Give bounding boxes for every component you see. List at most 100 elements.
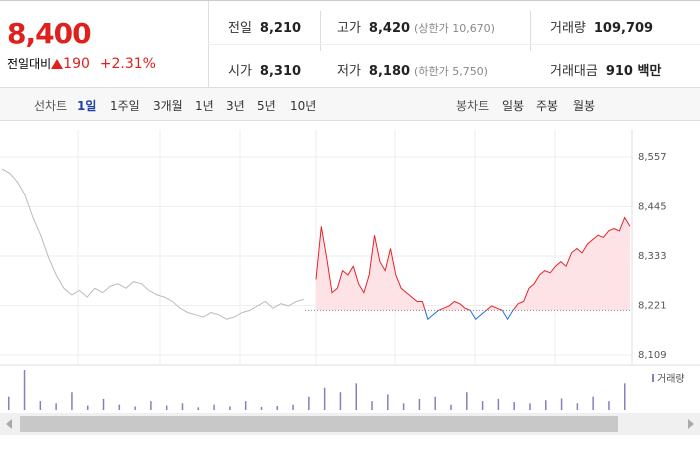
stat-value: 8,420 <box>368 21 411 36</box>
scroll-thumb[interactable] <box>20 416 618 432</box>
stat-note: (하한가 5,750) <box>414 65 488 78</box>
stat-label: 거래량 <box>550 21 586 36</box>
candle-chart-label: 봉차트 <box>456 99 490 113</box>
stat-cell: 고가 8,420 (상한가 10,670) <box>337 17 495 36</box>
stat-cell: 시가 8,310 <box>228 60 301 79</box>
stat-cell: 거래대금 910 백만 <box>550 60 661 79</box>
y-tick-label: 8,333 <box>638 251 667 262</box>
legend-swatch <box>652 374 654 382</box>
volume-bar <box>260 406 263 410</box>
up-arrow <box>51 59 64 69</box>
stat-cell: 저가 8,180 (하한가 5,750) <box>337 60 488 79</box>
volume-bar <box>323 387 326 410</box>
change-value: 190 <box>63 56 90 72</box>
range-button[interactable]: 10년 <box>290 99 317 113</box>
scroll-right <box>688 419 694 429</box>
y-tick-label: 8,445 <box>638 202 667 213</box>
stat-label: 고가 <box>337 21 361 36</box>
volume-bar <box>402 403 405 410</box>
volume-bar <box>513 402 515 410</box>
divider <box>320 11 321 51</box>
volume-bar <box>244 401 247 410</box>
toolbar: 선차트 1일 1주일 3개월 1년 3년 5년 10년 봉차트 일봉 주봉 월봉 <box>0 88 700 121</box>
volume-bar <box>197 407 200 410</box>
volume-bar <box>86 405 89 410</box>
price-line-down <box>424 310 514 321</box>
y-tick-label: 8,557 <box>638 152 667 163</box>
volume-bar <box>71 392 73 410</box>
volume-bar <box>355 383 357 410</box>
volume-bar <box>55 403 57 410</box>
volume-bar <box>545 400 547 410</box>
volume-bar <box>308 396 310 410</box>
range-button[interactable]: 3년 <box>226 99 245 113</box>
volume-bar <box>466 392 468 410</box>
volume-bar <box>434 396 436 410</box>
divider <box>208 44 700 45</box>
volume-bar <box>181 403 184 410</box>
volume-bar <box>118 404 121 410</box>
y-tick-label: 8,109 <box>638 350 667 361</box>
y-tick-label: 8,221 <box>638 301 667 312</box>
stat-value: 910 백만 <box>605 64 662 79</box>
volume-bar <box>387 394 389 410</box>
price-box: 8,400 전일대비 190 +2.31% <box>0 1 209 88</box>
stat-label: 저가 <box>337 64 361 79</box>
stat-cell: 전일 8,210 <box>228 17 301 36</box>
stat-note: (상한가 10,670) <box>414 22 495 35</box>
volume-bar <box>450 404 452 410</box>
price: 8,400 <box>7 17 92 50</box>
scroll-left <box>6 419 12 429</box>
volume-bar <box>576 403 579 410</box>
volume-bar <box>165 405 168 410</box>
change-label: 전일대비 <box>7 57 52 71</box>
stat-label: 거래대금 <box>550 64 598 79</box>
stat-label: 시가 <box>228 64 252 79</box>
range-button[interactable]: 3개월 <box>153 99 183 113</box>
volume-bar <box>592 396 594 410</box>
divider <box>530 11 531 51</box>
volume-bar <box>608 401 610 410</box>
change-pct: +2.31% <box>99 56 156 72</box>
volume-bar <box>276 406 279 410</box>
volume-bar <box>23 370 26 410</box>
stat-value: 109,709 <box>593 21 654 36</box>
chart: 8,109 8,221 8,333 8,445 8,557 거래량 <box>0 120 700 435</box>
price-line-prev <box>1 168 305 320</box>
volume-bar <box>8 396 10 410</box>
stat-cell: 거래량 109,709 <box>550 17 653 36</box>
volume-bar <box>371 401 373 410</box>
volume-bar <box>624 383 626 410</box>
range-button[interactable]: 1일 <box>77 99 97 113</box>
volume-bar <box>292 404 294 410</box>
volume-bar <box>39 401 42 410</box>
header: 8,400 전일대비 190 +2.31% 전일 8,210 고가 8,420 (상한가 … <box>0 0 700 88</box>
range-button[interactable]: 1년 <box>195 99 214 113</box>
price-line-up <box>315 216 631 311</box>
volume-bar <box>339 392 342 410</box>
volume-bar <box>560 398 563 410</box>
area-fill <box>316 217 630 311</box>
candle-button[interactable]: 월봉 <box>573 99 596 113</box>
change: 전일대비 190 +2.31% <box>7 55 156 72</box>
stat-value: 8,310 <box>259 64 302 79</box>
volume-bar <box>481 401 484 410</box>
range-button[interactable]: 5년 <box>257 99 276 113</box>
volume-bar <box>497 398 500 410</box>
stat-value: 8,210 <box>259 21 302 36</box>
volume-bar <box>229 406 231 410</box>
volume-bar <box>134 406 136 410</box>
volume-bar <box>150 401 152 410</box>
candle-button[interactable]: 일봉 <box>502 99 525 113</box>
volume-bar <box>213 404 215 410</box>
stat-label: 전일 <box>228 21 252 36</box>
volume-bar <box>102 398 105 410</box>
volume-bar <box>418 398 421 410</box>
candle-button[interactable]: 주봉 <box>536 99 559 113</box>
range-button[interactable]: 1주일 <box>110 99 140 113</box>
volume-legend: 거래량 <box>657 373 685 385</box>
stat-value: 8,180 <box>368 64 411 79</box>
line-chart-label: 선차트 <box>34 99 68 113</box>
volume-bar <box>529 403 531 410</box>
